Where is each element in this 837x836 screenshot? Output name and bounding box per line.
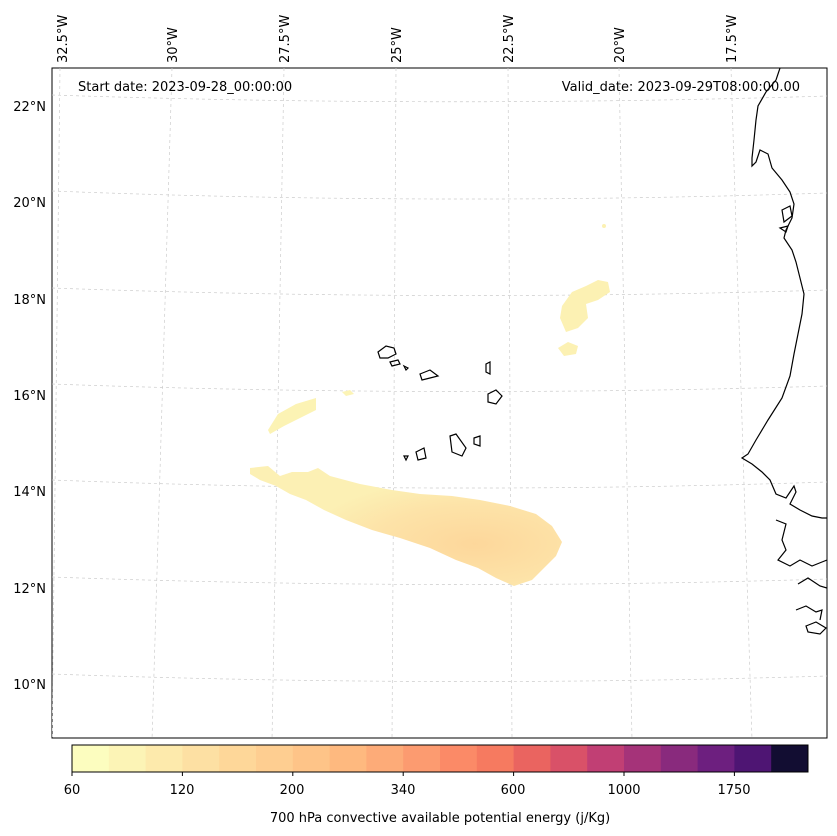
cape-dot — [602, 224, 606, 228]
colorbar-cell — [329, 745, 367, 772]
island-santa-luzia — [402, 364, 410, 372]
island-maio — [473, 435, 481, 447]
colorbar-title: 700 hPa convective available potential e… — [270, 811, 610, 826]
lat-label: 18°N — [13, 293, 46, 308]
start-date-label: Start date: 2023-09-28_00:00:00 — [78, 80, 292, 95]
lon-label: 32.5°W — [56, 15, 71, 63]
colorbar-cell — [697, 745, 735, 772]
lat-label: 16°N — [13, 389, 46, 404]
graticule — [52, 68, 827, 738]
colorbar-tick-label: 340 — [391, 783, 416, 798]
colorbar-cell — [72, 745, 110, 772]
lat-label: 20°N — [13, 196, 46, 211]
colorbar-cell — [256, 745, 294, 772]
island-fogo — [415, 447, 427, 461]
colorbar-cell — [624, 745, 662, 772]
island-santo-antao — [377, 345, 397, 359]
island-boa-vista — [487, 389, 503, 405]
lon-label: 25°W — [390, 27, 405, 63]
colorbar-cell — [108, 745, 147, 772]
cape-field — [250, 224, 610, 586]
lon-label: 20°W — [613, 27, 628, 63]
longitude-labels: 32.5°W 30°W 27.5°W 25°W 22.5°W 20°W 17.5… — [56, 15, 740, 63]
colorbar-cell — [587, 745, 625, 772]
colorbar-tick-label: 60 — [64, 783, 81, 798]
lat-label: 14°N — [13, 485, 46, 500]
island-santiago — [449, 433, 467, 457]
colorbar-cell — [145, 745, 183, 772]
cape-west-patch — [268, 398, 316, 434]
lon-label: 22.5°W — [502, 15, 517, 63]
colorbar: 60 120 200 340 600 1000 1750 700 hPa con… — [64, 744, 809, 826]
cape-north-small — [558, 342, 578, 356]
colorbar-tick-label: 1750 — [717, 783, 750, 798]
colorbar-cell — [219, 745, 257, 772]
valid-date-label: Valid_date: 2023-09-29T08:00:00.00 — [562, 80, 800, 95]
lon-label: 27.5°W — [278, 15, 293, 63]
colorbar-cell — [292, 745, 331, 772]
colorbar-cell — [440, 745, 478, 772]
colorbar-cells — [72, 745, 809, 772]
colorbar-cell — [550, 745, 588, 772]
cape-north-patch — [560, 280, 610, 332]
africa-coastline — [740, 68, 827, 635]
colorbar-cell — [366, 745, 404, 772]
colorbar-cell — [476, 745, 515, 772]
cape-verde-islands — [377, 345, 503, 462]
colorbar-cell — [660, 745, 699, 772]
map-panel: Start date: 2023-09-28_00:00:00 Valid_da… — [13, 15, 828, 739]
colorbar-tick-label: 1000 — [607, 783, 640, 798]
island-brava — [403, 455, 409, 462]
island-sao-vicente — [389, 359, 401, 367]
colorbar-ticks — [71, 772, 735, 776]
colorbar-cell — [734, 745, 772, 772]
colorbar-frame — [71, 744, 809, 773]
colorbar-cell — [513, 745, 551, 772]
island-sal — [485, 361, 491, 375]
cape-main-band — [250, 466, 562, 586]
lat-label: 22°N — [13, 100, 46, 115]
lat-label: 12°N — [13, 582, 46, 597]
map-frame — [51, 67, 828, 739]
colorbar-cell — [182, 745, 220, 772]
lat-label: 10°N — [13, 678, 46, 693]
colorbar-tick-label: 200 — [280, 783, 305, 798]
island-sao-nicolau — [419, 369, 440, 381]
colorbar-cell — [771, 745, 809, 772]
lon-label: 17.5°W — [725, 15, 740, 63]
colorbar-tick-label: 120 — [170, 783, 195, 798]
colorbar-tick-label: 600 — [501, 783, 526, 798]
cape-small-patch — [342, 390, 354, 396]
colorbar-cell — [403, 745, 441, 772]
latitude-labels: 22°N 20°N 18°N 16°N 14°N 12°N 10°N — [13, 100, 46, 693]
lon-label: 30°W — [166, 27, 181, 63]
